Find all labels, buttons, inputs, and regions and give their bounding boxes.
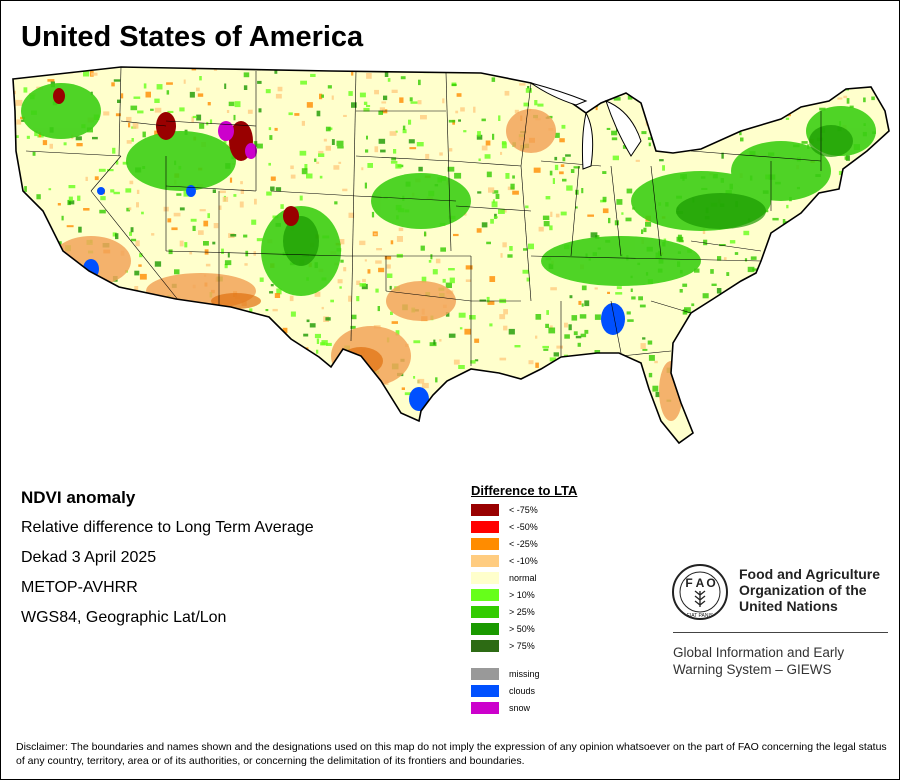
legend-label: < -25% [509,539,538,549]
giews-line: Warning System – GIEWS [673,662,832,677]
giews-line: Global Information and Early [673,645,845,660]
legend-swatch [471,668,499,680]
legend-extra-item: snow [471,701,530,715]
legend-swatch [471,702,499,714]
legend-swatch [471,572,499,584]
legend-item: normal [471,571,537,585]
map-subtitle: Relative difference to Long Term Average [21,519,314,536]
fao-logo-letter: A [696,576,705,590]
legend-title: Difference to LTA [471,483,578,498]
giews-label: Global Information and Early Warning Sys… [673,644,844,678]
legend-label: < -10% [509,556,538,566]
legend-swatch [471,555,499,567]
legend-item: > 75% [471,639,535,653]
legend-item: > 10% [471,588,535,602]
fao-logo-letter: O [706,576,715,590]
legend-swatch [471,606,499,618]
map-heading: NDVI anomaly [21,488,136,507]
legend-swatch [471,685,499,697]
map-projection: WGS84, Geographic Lat/Lon [21,609,227,626]
legend-swatch [471,589,499,601]
fao-logo-letter: F [685,576,692,590]
legend-swatch [471,623,499,635]
disclaimer: Disclaimer: The boundaries and names sho… [16,741,887,767]
legend-label: < -75% [509,505,538,515]
legend-item: < -50% [471,520,538,534]
legend-extra-item: clouds [471,684,535,698]
fao-logo-motto: FIAT PANIS [687,613,714,619]
fao-organization-name: Food and Agriculture Organization of the… [739,566,880,614]
legend-swatch [471,640,499,652]
legend-label: > 75% [509,641,535,651]
fao-name-line: Food and Agriculture [739,566,881,582]
legend-label: clouds [509,686,536,696]
legend-swatch [471,521,499,533]
legend-item: < -25% [471,537,538,551]
divider [673,632,888,633]
legend-label: missing [509,669,540,679]
fao-name-line: Organization of the [739,582,867,598]
map-sensor: METOP-AVHRR [21,579,138,596]
fao-name-line: United Nations [739,598,838,614]
map-period: Dekad 3 April 2025 [21,549,157,566]
legend-item: < -75% [471,503,538,517]
map-title: United States of America [21,21,364,53]
legend-swatch [471,504,499,516]
fao-logo: F A O FIAT PANIS [672,564,728,620]
legend-item: > 50% [471,622,535,636]
legend-label: < -50% [509,522,538,532]
legend-label: > 50% [509,624,535,634]
legend-label: snow [509,703,531,713]
legend-label: normal [509,573,537,583]
legend-swatch [471,538,499,550]
legend-label: > 10% [509,590,535,600]
legend-item: < -10% [471,554,538,568]
legend-label: > 25% [509,607,535,617]
ndvi-anomaly-map [12,66,890,444]
legend-item: > 25% [471,605,535,619]
legend-extra-item: missing [471,667,540,681]
